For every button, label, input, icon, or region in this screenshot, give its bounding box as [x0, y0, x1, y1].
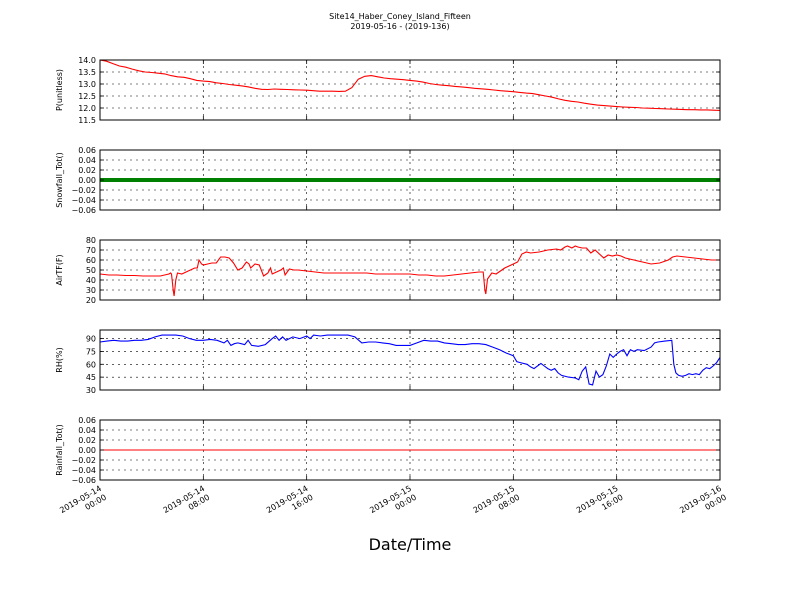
chart-title: Site14_Haber_Coney_Island_Fifteen: [329, 12, 471, 21]
ytick-label-5-5: 0.04: [78, 426, 96, 435]
ytick-label-3-0: 20: [86, 296, 96, 305]
ytick-label-1-3: 13.0: [78, 80, 96, 89]
ytick-label-3-6: 80: [86, 236, 96, 245]
panel-5: −0.06−0.04−0.020.000.020.040.06 Rainfall_…: [55, 416, 721, 485]
ylabel-4: RH(%): [55, 347, 64, 372]
ytick-label-4-2: 60: [86, 360, 96, 369]
ytick-label-4-4: 90: [86, 335, 96, 344]
ytick-label-2-1: −0.04: [71, 196, 96, 205]
ytick-label-3-2: 40: [86, 276, 96, 285]
ytick-label-5-6: 0.06: [78, 416, 96, 425]
ylabel-5: Rainfall_Tot(): [55, 424, 64, 476]
ytick-label-2-4: 0.02: [78, 166, 96, 175]
ytick-label-2-6: 0.06: [78, 146, 96, 155]
panels-group: 11.5 12.0 12.5 13.0 13.5 14.0 P(unitless) −0.06…: [55, 56, 728, 515]
panel-2: −0.06−0.04−0.020.000.020.040.06 Snowfall_…: [55, 146, 721, 215]
ytick-label-3-4: 60: [86, 256, 96, 265]
ytick-label-1-1: 12.0: [78, 104, 96, 113]
ytick-label-5-2: −0.02: [71, 456, 96, 465]
panel-4: 30 45 60 75 90 RH(%): [55, 329, 721, 395]
ytick-label-1-5: 14.0: [78, 56, 96, 65]
series-line-3: [99, 245, 720, 297]
chart-subtitle: 2019-05-16 - (2019-136): [350, 22, 449, 31]
ytick-label-4-1: 45: [86, 373, 96, 382]
ylabel-1: P(unitless): [55, 69, 64, 111]
ytick-label-3-5: 70: [86, 246, 96, 255]
ytick-label-2-3: 0.00: [78, 176, 96, 185]
ytick-label-5-0: −0.06: [71, 476, 96, 485]
ytick-label-5-3: 0.00: [78, 446, 96, 455]
series-line-1: [99, 59, 721, 111]
ytick-label-4-0: 30: [86, 386, 96, 395]
ylabel-3: AirTF(F): [55, 254, 64, 285]
ytick-label-2-5: 0.04: [78, 156, 96, 165]
ytick-label-1-4: 13.5: [78, 68, 96, 77]
ytick-label-5-1: −0.04: [71, 466, 96, 475]
ytick-label-1-0: 11.5: [78, 116, 96, 125]
ytick-label-2-0: −0.06: [71, 206, 96, 215]
ylabel-2: Snowfall_Tot(): [55, 152, 64, 208]
ytick-label-4-3: 75: [86, 347, 96, 356]
series-line-4: [99, 334, 721, 386]
panel-1: 11.5 12.0 12.5 13.0 13.5 14.0 P(unitless): [55, 56, 721, 125]
ytick-label-2-2: −0.02: [71, 186, 96, 195]
ytick-label-5-4: 0.02: [78, 436, 96, 445]
ytick-label-3-1: 30: [86, 286, 96, 295]
ytick-label-1-2: 12.5: [78, 92, 96, 101]
x-axis-label: Date/Time: [369, 535, 452, 554]
ytick-label-3-3: 50: [86, 266, 96, 275]
